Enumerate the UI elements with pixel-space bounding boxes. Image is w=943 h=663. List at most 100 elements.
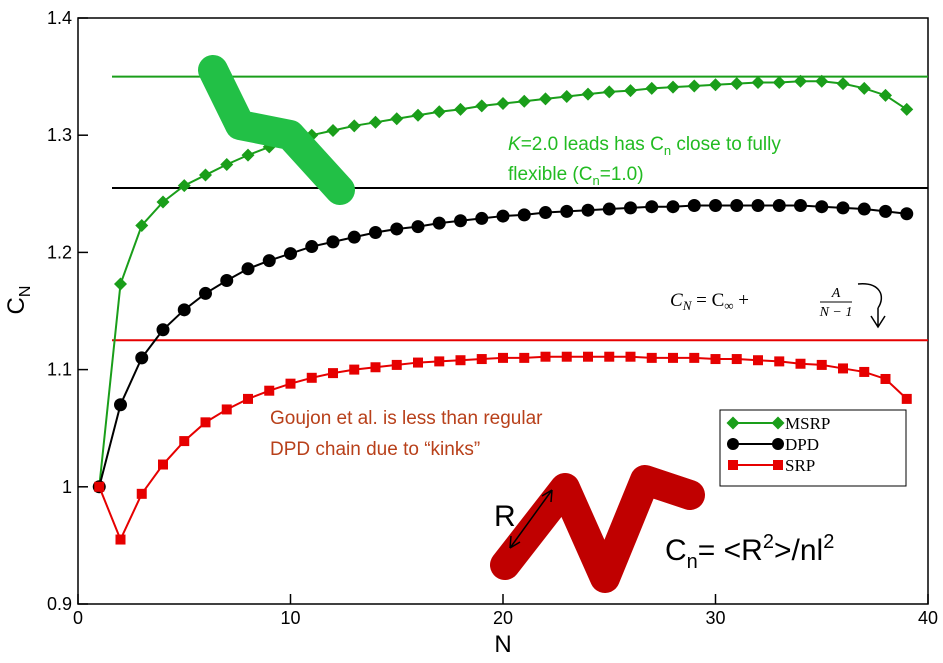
- marker: [666, 80, 680, 94]
- marker: [687, 79, 701, 93]
- marker: [454, 214, 467, 228]
- marker: [328, 368, 338, 379]
- marker: [774, 356, 785, 367]
- formula-denominator: N − 1: [819, 305, 853, 320]
- marker: [540, 351, 551, 362]
- marker: [347, 230, 361, 244]
- marker: [773, 460, 783, 470]
- marker: [136, 488, 147, 499]
- y-tick-label: 1.4: [47, 8, 72, 28]
- r-arrowheads: [509, 489, 553, 549]
- marker: [241, 262, 255, 276]
- y-tick-label: 1.1: [47, 360, 72, 380]
- marker: [475, 211, 489, 225]
- marker: [771, 416, 785, 430]
- marker: [135, 218, 149, 232]
- marker: [901, 393, 912, 404]
- marker: [772, 75, 786, 89]
- formula-numerator: A: [831, 286, 841, 301]
- series-group: [92, 74, 928, 545]
- marker: [879, 88, 892, 102]
- annotation-part: close to fully: [671, 134, 781, 155]
- legend-label: DPD: [785, 435, 819, 454]
- cn-part: 2: [823, 531, 834, 553]
- x-tick-label: 0: [73, 608, 83, 628]
- marker: [114, 398, 127, 412]
- marker: [859, 366, 870, 377]
- green-annotation: K=2.0 leads has Cn close to fully: [508, 134, 781, 158]
- marker: [602, 85, 616, 99]
- marker: [519, 352, 530, 363]
- y-tick-label: 1.2: [47, 242, 72, 262]
- marker: [624, 84, 637, 98]
- legend-label: SRP: [785, 456, 815, 475]
- marker: [772, 199, 786, 213]
- formula-part: C: [670, 290, 683, 311]
- marker: [177, 179, 191, 193]
- cn-formula: Cn= <R2>/nl2: [665, 531, 834, 573]
- marker: [668, 352, 678, 363]
- annotation-part: n: [592, 173, 599, 188]
- marker: [794, 74, 807, 88]
- marker: [772, 438, 784, 450]
- marker: [625, 351, 636, 362]
- marker: [496, 97, 510, 111]
- marker: [221, 404, 232, 415]
- marker: [285, 378, 296, 389]
- marker: [561, 351, 572, 362]
- marker: [645, 81, 659, 95]
- marker: [243, 393, 253, 404]
- marker: [539, 206, 552, 220]
- marker: [646, 352, 657, 363]
- marker: [687, 199, 701, 213]
- r-arrow: [509, 489, 553, 549]
- marker: [815, 200, 829, 214]
- cn-part: 2: [763, 531, 774, 553]
- axes: 0 10 20 30 40 0.9 1 1.1 1.2 1.3 1.4: [47, 8, 938, 628]
- marker: [369, 115, 382, 129]
- marker: [220, 274, 234, 288]
- marker: [432, 105, 446, 119]
- marker: [135, 351, 149, 365]
- marker: [326, 124, 340, 138]
- marker: [728, 460, 738, 470]
- cn-part: C: [665, 534, 687, 567]
- marker: [838, 363, 848, 374]
- marker: [369, 225, 382, 239]
- marker: [158, 459, 168, 470]
- marker: [730, 77, 744, 91]
- marker: [284, 247, 297, 261]
- y-tick-label: 1: [62, 477, 72, 497]
- x-tick-label: 30: [705, 608, 725, 628]
- marker: [200, 417, 211, 428]
- marker: [857, 81, 871, 95]
- brown-annotation: Goujon et al. is less than regular: [270, 408, 543, 429]
- cn-part: = <R: [698, 534, 763, 567]
- marker: [370, 362, 381, 373]
- marker: [730, 199, 744, 213]
- marker: [241, 148, 255, 162]
- cn-part: n: [687, 551, 698, 573]
- green-annotation: flexible (Cn=1.0): [508, 164, 644, 188]
- marker: [432, 216, 446, 230]
- marker: [305, 240, 319, 254]
- marker: [156, 195, 170, 209]
- marker: [900, 102, 914, 116]
- annotation-part: flexible (C: [508, 164, 592, 185]
- marker: [816, 359, 827, 370]
- marker: [709, 78, 722, 92]
- formula-part: N: [682, 298, 693, 313]
- marker: [602, 202, 616, 216]
- formula: CN = C∞ +: [670, 290, 749, 313]
- formula-part: ∞: [724, 298, 733, 313]
- marker: [115, 534, 126, 545]
- marker: [94, 481, 105, 492]
- marker: [517, 208, 531, 222]
- formula-part: +: [734, 290, 749, 311]
- marker: [434, 356, 445, 367]
- marker: [199, 286, 212, 300]
- marker: [177, 303, 191, 317]
- marker: [836, 77, 850, 91]
- marker: [583, 351, 593, 362]
- marker: [689, 352, 700, 363]
